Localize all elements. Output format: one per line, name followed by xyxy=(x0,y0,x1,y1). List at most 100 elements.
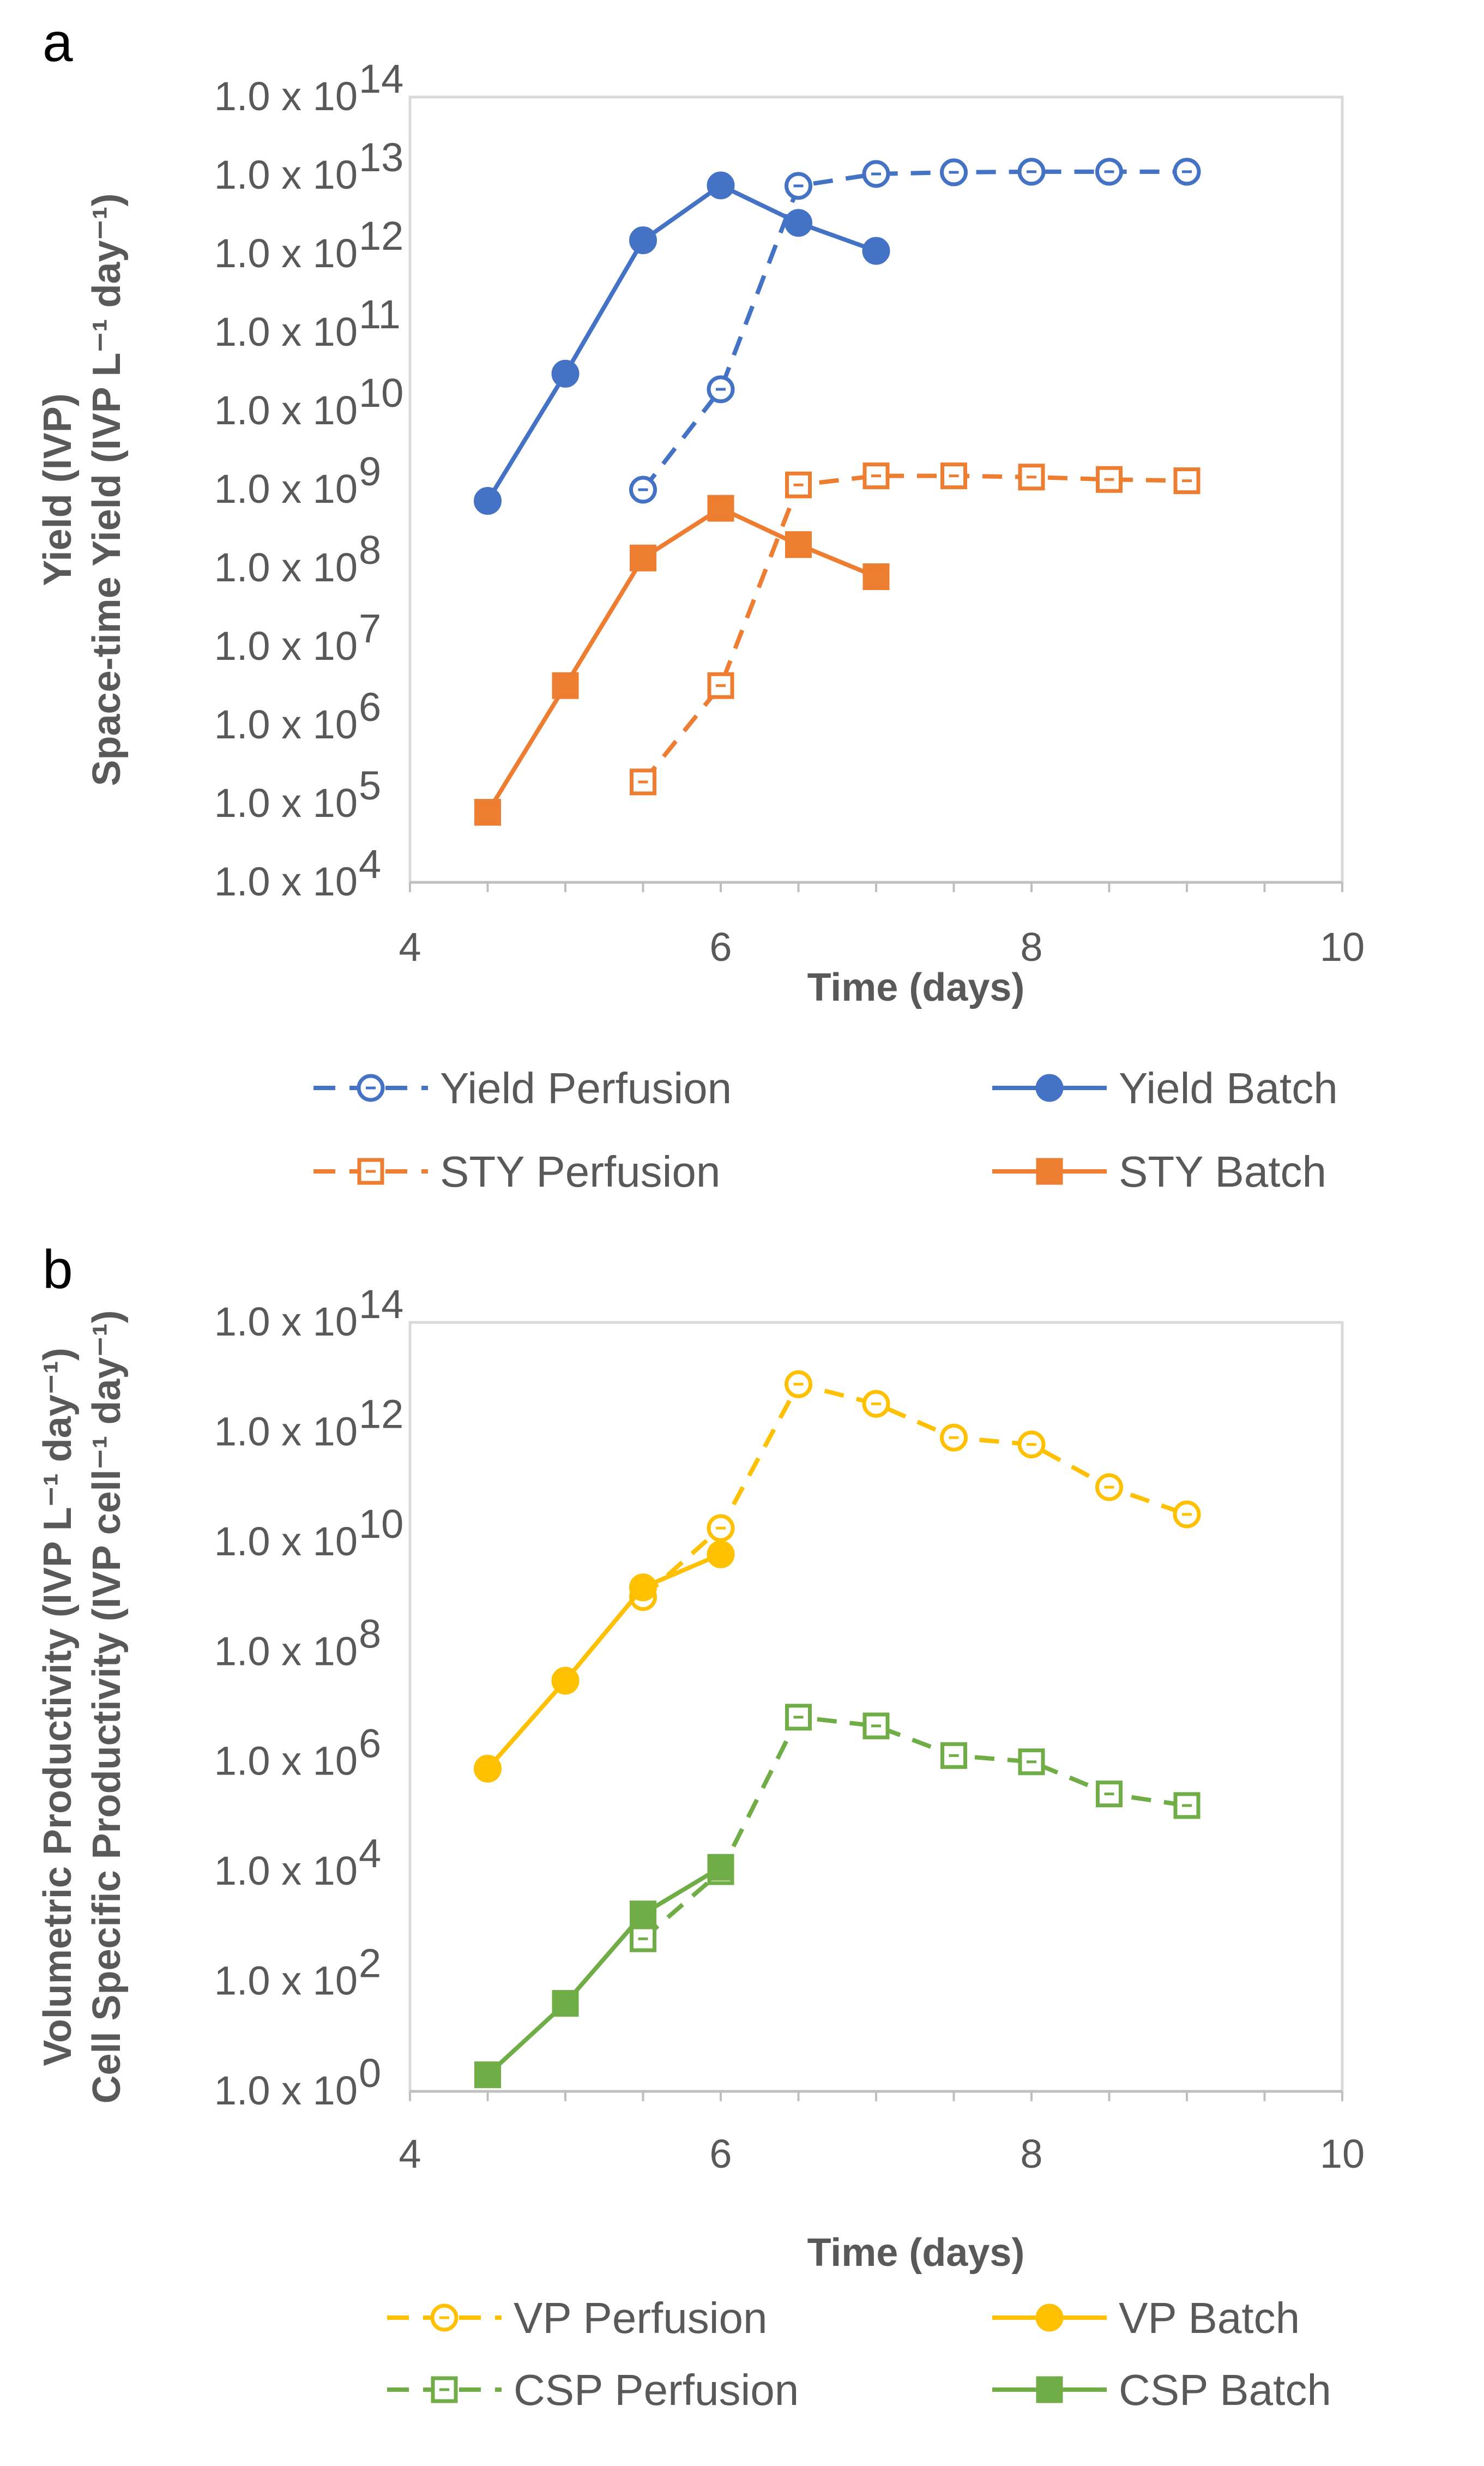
series-layer-b xyxy=(474,1370,1201,2089)
legend-marker-yield-batch xyxy=(1035,1074,1064,1102)
legend-label-yield-batch: Yield Batch xyxy=(1119,1064,1338,1112)
panel-b-label: b xyxy=(43,1239,73,1300)
chart-panel-a: 1.0 x 10 41.0 x 10 51.0 x 10 61.0 x 10 71.0 … xyxy=(36,56,1365,1196)
data-point-vp-batch-0 xyxy=(474,1754,502,1783)
data-point-vp-batch-2 xyxy=(629,1573,657,1602)
y-tick-exponent-a-11: 11 xyxy=(359,292,401,337)
x-tick-label-b-8: 8 xyxy=(1020,2131,1042,2176)
data-point-sty-batch-5 xyxy=(862,563,890,591)
y-tick-label-b-4: 1.0 x 10 xyxy=(214,1848,358,1893)
data-point-sty-batch-3 xyxy=(707,495,734,522)
y-tick-label-a-10: 1.0 x 10 xyxy=(214,388,358,433)
data-point-yield-batch-5 xyxy=(862,237,890,265)
y-tick-label-b-10: 1.0 x 10 xyxy=(214,1519,358,1564)
y-tick-exponent-b-4: 4 xyxy=(359,1831,381,1876)
chart-panel-b: 1.0 x 10 01.0 x 10 21.0 x 10 41.0 x 10 61.0 … xyxy=(36,1282,1365,2414)
x-tick-label-b-10: 10 xyxy=(1320,2131,1365,2176)
y-tick-exponent-b-8: 8 xyxy=(359,1611,381,1656)
data-point-yield-batch-2 xyxy=(629,226,657,255)
data-point-sty-batch-4 xyxy=(785,531,812,558)
y-tick-label-a-7: 1.0 x 10 xyxy=(214,623,358,669)
y-tick-label-b-14: 1.0 x 10 xyxy=(214,1299,358,1344)
data-point-csp-perfusion-2 xyxy=(785,1704,812,1731)
y-tick-exponent-a-13: 13 xyxy=(359,135,403,180)
data-point-sty-batch-2 xyxy=(630,544,656,572)
data-point-csp-batch-3 xyxy=(707,1854,734,1881)
y-tick-label-a-6: 1.0 x 10 xyxy=(214,702,358,747)
y-tick-exponent-b-14: 14 xyxy=(359,1282,403,1327)
y-tick-labels-a: 1.0 x 10 41.0 x 10 51.0 x 10 61.0 x 10 71.0 … xyxy=(214,56,404,904)
y-tick-label-b-8: 1.0 x 10 xyxy=(214,1628,358,1674)
y-tick-label-a-11: 1.0 x 10 xyxy=(214,309,358,354)
legend-b: VP Perfusion VP Batch CSP Perfusion CSP Bat… xyxy=(387,2294,1331,2414)
legend-a: Yield Perfusion Yield Batch STY Perfusion S… xyxy=(313,1064,1338,1196)
x-axis-title-b: Time (days) xyxy=(807,2231,1025,2275)
data-point-vp-batch-3 xyxy=(707,1540,735,1568)
y-tick-label-a-13: 1.0 x 10 xyxy=(214,152,358,197)
y-tick-labels-b: 1.0 x 10 01.0 x 10 21.0 x 10 41.0 x 10 61.0 … xyxy=(214,1282,404,2113)
y-tick-label-a-12: 1.0 x 10 xyxy=(214,231,358,276)
panel-a-label: a xyxy=(43,12,73,73)
y-tick-label-a-9: 1.0 x 10 xyxy=(214,466,358,512)
data-point-yield-batch-4 xyxy=(785,209,812,237)
y-tick-label-a-8: 1.0 x 10 xyxy=(214,545,358,590)
y-tick-exponent-b-10: 10 xyxy=(359,1501,403,1547)
data-point-yield-batch-0 xyxy=(474,487,502,515)
y-tick-exponent-b-0: 0 xyxy=(359,2050,381,2096)
data-point-csp-batch-2 xyxy=(630,1900,656,1928)
y-tick-exponent-a-8: 8 xyxy=(359,527,381,573)
series-line-vp-batch xyxy=(486,1552,722,1770)
legend-label-yield-perfusion: Yield Perfusion xyxy=(440,1064,732,1112)
series-line-csp-batch xyxy=(486,1865,722,2077)
legend-marker-sty-batch xyxy=(1036,1158,1063,1185)
y-tick-exponent-a-6: 6 xyxy=(359,684,381,730)
y-tick-exponent-a-7: 7 xyxy=(359,606,381,651)
data-point-csp-perfusion-0 xyxy=(630,1925,656,1952)
x-tick-label-a-6: 6 xyxy=(709,924,732,970)
legend-label-vp-perfusion: VP Perfusion xyxy=(514,2294,767,2342)
x-tick-labels-a: 4 6 8 10 xyxy=(399,882,1365,970)
y-tick-exponent-b-6: 6 xyxy=(359,1721,381,1766)
y-axis-title-b-line1: Volumetric Productivity (IVP L⁻¹ day⁻¹) xyxy=(36,1348,80,2066)
data-point-sty-batch-1 xyxy=(552,672,579,699)
y-tick-exponent-a-5: 5 xyxy=(359,763,381,808)
data-point-csp-batch-1 xyxy=(552,1990,579,2017)
data-point-yield-batch-3 xyxy=(707,171,735,200)
legend-marker-csp-batch xyxy=(1036,2376,1063,2403)
data-point-sty-batch-0 xyxy=(474,799,501,826)
legend-marker-csp-perfusion xyxy=(431,2376,458,2403)
y-tick-label-a-5: 1.0 x 10 xyxy=(214,780,358,826)
x-tick-label-a-10: 10 xyxy=(1320,924,1365,970)
y-tick-exponent-a-12: 12 xyxy=(359,213,403,258)
y-tick-exponent-a-4: 4 xyxy=(359,841,381,887)
y-tick-label-b-2: 1.0 x 10 xyxy=(214,1958,358,2004)
y-tick-label-a-4: 1.0 x 10 xyxy=(214,859,358,904)
legend-label-sty-batch: STY Batch xyxy=(1119,1147,1326,1196)
y-tick-label-a-14: 1.0 x 10 xyxy=(214,74,358,119)
y-tick-label-b-6: 1.0 x 10 xyxy=(214,1739,358,1784)
x-tick-labels-b: 4 6 8 10 xyxy=(399,2091,1365,2176)
series-line-csp-perfusion xyxy=(641,1715,1187,1941)
legend-label-vp-batch: VP Batch xyxy=(1119,2294,1300,2342)
data-point-csp-batch-0 xyxy=(474,2061,501,2089)
legend-label-csp-perfusion: CSP Perfusion xyxy=(514,2366,799,2414)
x-tick-label-a-4: 4 xyxy=(399,924,421,970)
y-tick-exponent-b-2: 2 xyxy=(359,1941,381,1986)
series-line-vp-perfusion xyxy=(641,1382,1188,1599)
x-axis-title-a: Time (days) xyxy=(807,966,1025,1009)
y-axis-title-a-line1: Yield (IVP) xyxy=(36,393,80,586)
y-tick-exponent-a-14: 14 xyxy=(359,56,403,101)
data-point-vp-batch-1 xyxy=(551,1667,580,1695)
data-point-csp-perfusion-7 xyxy=(1173,1792,1201,1819)
y-axis-title-a-line2: Space-time Yield (IVP L⁻¹ day⁻¹) xyxy=(85,194,129,786)
legend-label-sty-perfusion: STY Perfusion xyxy=(440,1147,720,1196)
data-point-sty-perfusion-1 xyxy=(707,672,734,699)
x-tick-label-b-6: 6 xyxy=(709,2131,732,2176)
y-tick-label-b-12: 1.0 x 10 xyxy=(214,1409,358,1454)
y-axis-title-b-line2: Cell Specific Productivity (IVP cell⁻¹ d… xyxy=(85,1310,129,2103)
x-tick-label-a-8: 8 xyxy=(1020,924,1042,970)
y-tick-exponent-a-10: 10 xyxy=(359,370,403,416)
data-point-yield-batch-1 xyxy=(551,359,580,388)
